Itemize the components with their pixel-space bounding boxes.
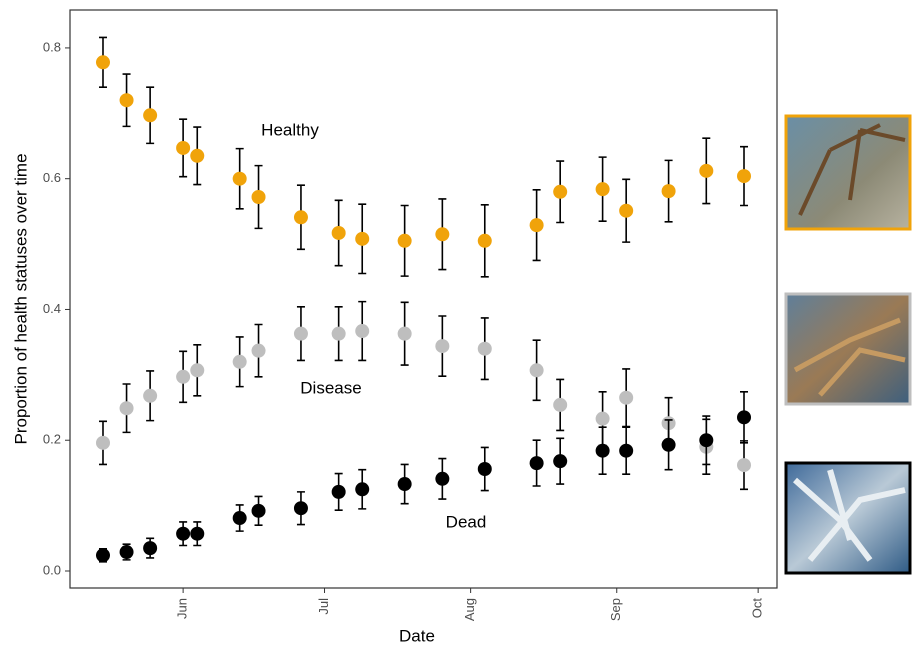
point bbox=[190, 363, 205, 378]
photo-disease bbox=[784, 292, 912, 406]
series-label: Disease bbox=[300, 378, 361, 397]
point bbox=[529, 456, 544, 471]
point bbox=[619, 203, 634, 218]
point bbox=[699, 433, 714, 448]
y-tick-label: 0.4 bbox=[43, 301, 61, 316]
y-tick-label: 0.8 bbox=[43, 39, 61, 54]
point bbox=[293, 501, 308, 516]
point bbox=[661, 437, 676, 452]
series-label: Healthy bbox=[261, 120, 319, 139]
point bbox=[143, 541, 158, 556]
point bbox=[737, 169, 752, 184]
point bbox=[619, 443, 634, 458]
x-tick-label: Jun bbox=[175, 598, 190, 619]
x-tick-label: Sep bbox=[608, 598, 623, 621]
point bbox=[331, 484, 346, 499]
point bbox=[251, 503, 266, 518]
point bbox=[529, 363, 544, 378]
point bbox=[251, 190, 266, 204]
point bbox=[95, 435, 110, 450]
point bbox=[737, 410, 752, 425]
point bbox=[119, 401, 134, 416]
point bbox=[232, 354, 247, 369]
point bbox=[529, 218, 544, 233]
point bbox=[331, 225, 346, 240]
point bbox=[553, 184, 568, 199]
point bbox=[595, 411, 610, 426]
point bbox=[355, 482, 370, 497]
point bbox=[119, 545, 134, 560]
plot-frame bbox=[69, 9, 778, 589]
point bbox=[595, 182, 610, 197]
point bbox=[435, 471, 450, 486]
point bbox=[397, 477, 412, 492]
point bbox=[595, 443, 610, 458]
point bbox=[737, 458, 752, 473]
point bbox=[331, 326, 346, 341]
point bbox=[176, 526, 191, 541]
point bbox=[435, 339, 450, 354]
point bbox=[251, 343, 266, 358]
x-tick-label: Aug bbox=[462, 598, 477, 621]
point bbox=[477, 341, 492, 356]
point bbox=[553, 454, 568, 469]
y-axis-label: Proportion of health statuses over time bbox=[11, 153, 30, 444]
x-tick-label: Oct bbox=[750, 598, 765, 619]
photo-dead bbox=[784, 461, 912, 575]
point bbox=[232, 171, 247, 186]
point bbox=[176, 369, 191, 384]
point bbox=[95, 55, 110, 70]
point bbox=[477, 462, 492, 476]
point bbox=[355, 324, 370, 339]
point bbox=[477, 233, 492, 248]
point bbox=[553, 397, 568, 412]
point bbox=[176, 140, 191, 155]
point bbox=[143, 388, 158, 403]
point bbox=[397, 326, 412, 341]
y-tick-label: 0.6 bbox=[43, 170, 61, 185]
photo-healthy bbox=[784, 114, 912, 231]
y-tick-label: 0.2 bbox=[43, 432, 61, 447]
x-axis-label: Date bbox=[399, 626, 435, 645]
point bbox=[190, 526, 205, 541]
point bbox=[232, 511, 247, 526]
y-tick-label: 0.0 bbox=[43, 562, 61, 577]
point bbox=[190, 148, 205, 163]
point bbox=[619, 390, 634, 405]
point bbox=[293, 326, 308, 341]
point bbox=[397, 233, 412, 248]
point bbox=[95, 548, 110, 563]
point bbox=[143, 108, 158, 123]
point bbox=[699, 163, 714, 178]
point bbox=[293, 210, 308, 225]
series-label: Dead bbox=[446, 512, 487, 531]
x-tick-label: Jul bbox=[316, 598, 331, 615]
point bbox=[661, 184, 676, 199]
point bbox=[119, 93, 134, 108]
point bbox=[435, 227, 450, 242]
point bbox=[355, 231, 370, 246]
